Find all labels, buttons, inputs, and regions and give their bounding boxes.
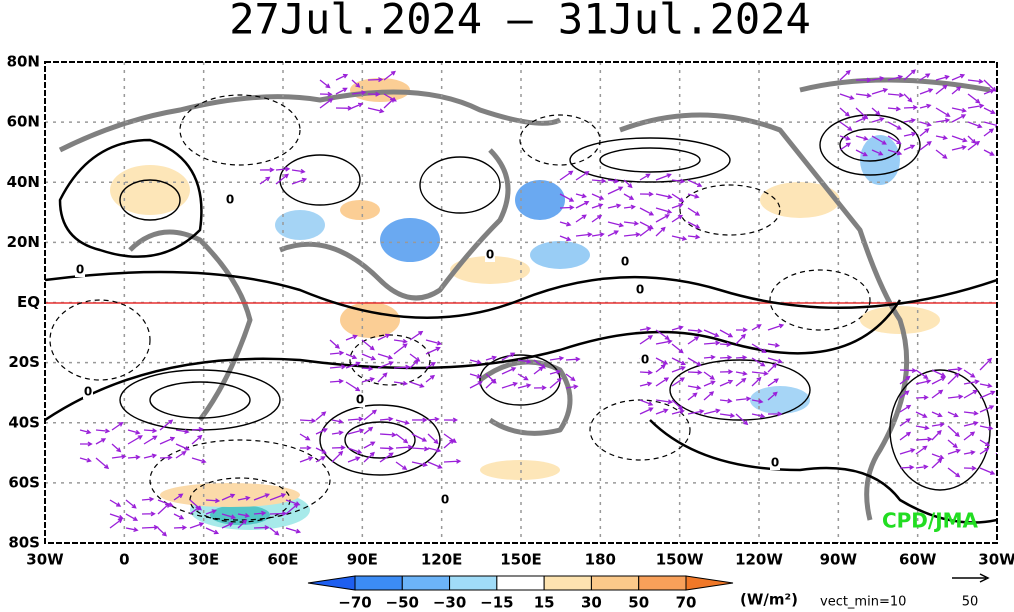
lon-label: 30W (26, 551, 64, 569)
lon-label: 150E (500, 551, 542, 569)
colorbar-label: 15 (534, 594, 555, 612)
lon-label: 30E (188, 551, 219, 569)
contour-label: 0 (76, 263, 84, 277)
colorbar-label: 70 (676, 594, 697, 612)
lat-label: 80S (8, 534, 40, 552)
contour-label: 0 (486, 248, 494, 262)
lat-label: 20S (8, 353, 40, 371)
lat-label: 40N (7, 173, 40, 191)
colorbar-label: −70 (338, 594, 371, 612)
lat-label: EQ (17, 293, 40, 311)
vector-reference: 50 (962, 595, 979, 610)
colorbar-label: −50 (386, 594, 419, 612)
lat-label: 20N (7, 233, 40, 251)
lon-label: 180 (585, 551, 616, 569)
contour-label: 0 (226, 193, 234, 207)
colorbar-segment (685, 575, 734, 591)
contour-label: 0 (441, 493, 449, 507)
credit: CPD/JMA (882, 509, 979, 533)
lon-label: 30W (978, 551, 1014, 569)
colorbar-segment (543, 575, 592, 591)
lat-label: 80N (7, 53, 40, 71)
lat-label: 60N (7, 113, 40, 131)
contour-label: 0 (356, 393, 364, 407)
colorbar-label: 50 (628, 594, 649, 612)
colorbar-segment (638, 575, 687, 591)
lon-label: 60E (267, 551, 298, 569)
colorbar-segment (590, 575, 640, 591)
colorbar-segment (449, 575, 498, 591)
contour-label: 0 (621, 255, 629, 269)
colorbar-segment (354, 575, 403, 591)
colorbar-segment (307, 575, 356, 591)
lon-label: 150W (656, 551, 704, 569)
lon-label: 60W (899, 551, 937, 569)
lon-label: 0 (119, 551, 129, 569)
lat-label: 60S (8, 473, 40, 491)
title: 27Jul.2024 – 31Jul.2024 (229, 0, 811, 44)
vector-note: vect_min=10 (820, 595, 906, 610)
contour-label: 0 (636, 283, 644, 297)
contour-label: 0 (84, 385, 92, 399)
colorbar-segment (401, 575, 451, 591)
lon-label: 120E (421, 551, 463, 569)
lon-label: 90E (347, 551, 378, 569)
lat-label: 40S (8, 413, 40, 431)
colorbar-segment (496, 575, 545, 591)
colorbar-units: (W/m²) (740, 591, 798, 609)
contour-label: 0 (641, 353, 649, 367)
colorbar-label: 30 (581, 594, 602, 612)
lon-label: 120W (735, 551, 783, 569)
colorbar-label: −30 (433, 594, 466, 612)
colorbar-label: −15 (480, 594, 513, 612)
contour-label: 0 (771, 456, 779, 470)
lon-label: 90W (820, 551, 858, 569)
